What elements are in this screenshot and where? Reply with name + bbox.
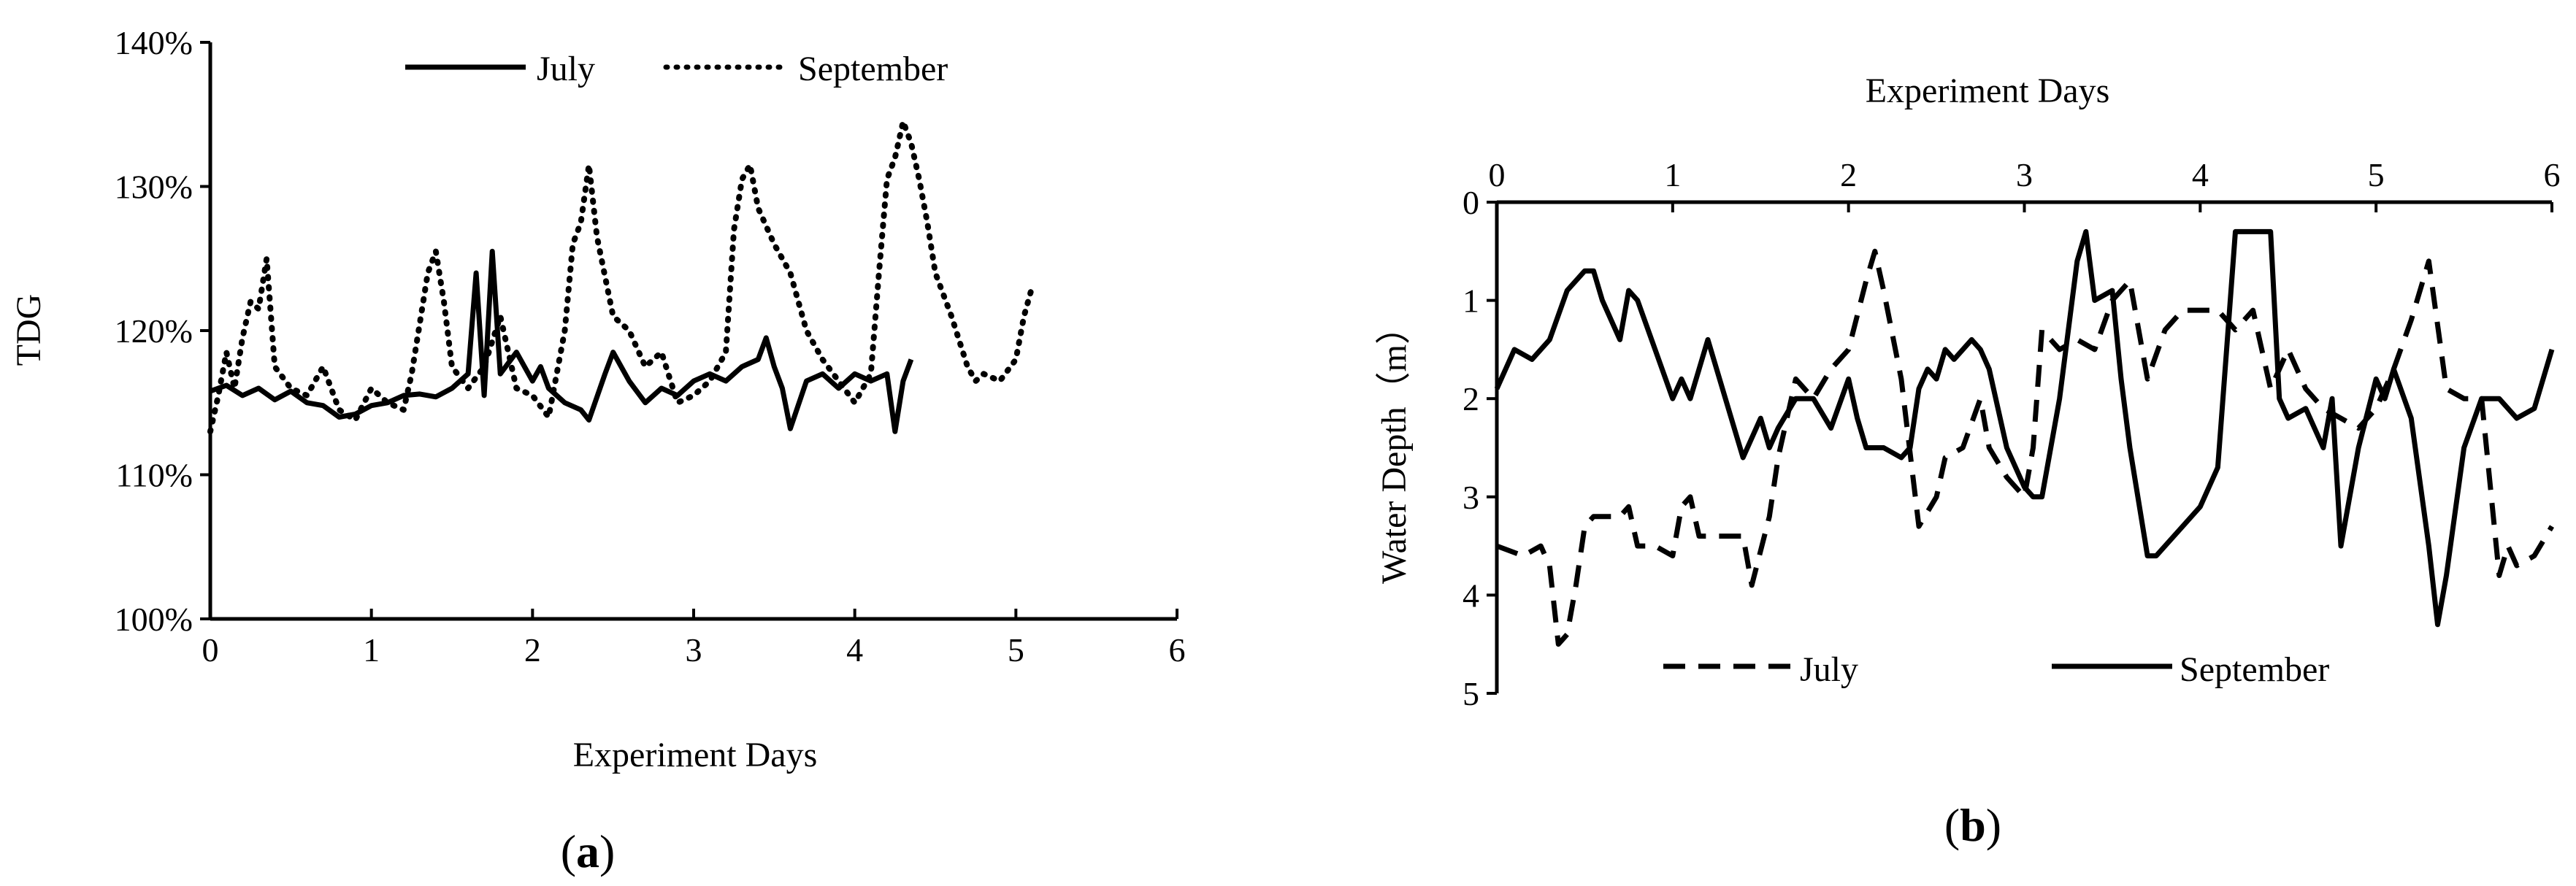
chart-b-x-tick-label: 6 <box>2544 156 2561 193</box>
chart-a-x-tick-label: 1 <box>363 631 380 669</box>
chart-b-y-tick-label: 5 <box>1463 675 1479 712</box>
chart-b-x-axis-title: Experiment Days <box>1866 72 2110 110</box>
chart-b-x-tick-label: 5 <box>2368 156 2385 193</box>
chart-b-y-tick-label: 2 <box>1463 380 1479 417</box>
chart-b-x-tick-label: 3 <box>2016 156 2033 193</box>
chart-b-x-tick-label: 4 <box>2192 156 2209 193</box>
chart-a-axes: 0 1 2 3 4 5 6 100% 110% 120% 130% 140% <box>115 24 1186 669</box>
chart-a-y-tick-label: 130% <box>115 169 193 206</box>
legend-label-september: September <box>2180 650 2329 689</box>
chart-b-axes: 0 1 2 3 4 5 6 0 1 2 3 4 5 <box>1463 156 2561 712</box>
chart-b-series-layer <box>1494 228 2555 647</box>
chart-b-y-tick-label: 1 <box>1463 282 1479 320</box>
chart-a-panel-label: (a) <box>561 825 616 877</box>
chart-a-y-tick-label: 110% <box>115 457 193 494</box>
chart-a-x-tick-label: 6 <box>1169 631 1186 669</box>
chart-a-legend: July September <box>405 50 948 88</box>
chart-b-panel-label: (b) <box>1944 799 2001 851</box>
chart-b-y-tick-label: 0 <box>1463 184 1479 221</box>
chart-a-series-september <box>207 118 1035 435</box>
chart-b-y-tick-label: 3 <box>1463 479 1479 516</box>
legend-label-july: July <box>537 50 595 88</box>
chart-a-x-axis-title: Experiment Days <box>573 736 818 774</box>
chart-a: 0 1 2 3 4 5 6 100% 110% 120% 130% 140% July Septemb… <box>9 24 1186 877</box>
chart-b-series-july <box>1495 248 2555 647</box>
legend-label-july: July <box>1800 650 1858 689</box>
chart-b-series-september <box>1494 228 2555 628</box>
chart-b-x-tick-label: 2 <box>1840 156 1857 193</box>
chart-a-x-tick-label: 2 <box>524 631 541 669</box>
chart-b-y-axis-title: Water Depth（m） <box>1375 309 1414 584</box>
chart-b-x-tick-label: 0 <box>1489 156 1506 193</box>
chart-b-y-tick-label: 4 <box>1463 577 1479 614</box>
chart-a-y-tick-label: 120% <box>115 312 193 350</box>
chart-b-legend: July September <box>1663 650 2329 689</box>
chart-a-x-tick-label: 5 <box>1008 631 1024 669</box>
chart-b: 0 1 2 3 4 5 6 0 1 2 3 4 5 July September Experiment … <box>1375 72 2561 851</box>
chart-a-x-tick-label: 3 <box>686 631 702 669</box>
chart-a-y-tick-label: 100% <box>115 601 193 638</box>
legend-label-september: September <box>798 50 948 88</box>
chart-b-x-tick-label: 1 <box>1664 156 1681 193</box>
chart-a-y-tick-label: 140% <box>115 24 193 61</box>
chart-a-series-layer <box>207 118 1035 435</box>
chart-a-y-axis-title: TDG <box>9 294 48 366</box>
chart-a-x-tick-label: 4 <box>846 631 863 669</box>
chart-a-x-tick-label: 0 <box>202 631 219 669</box>
